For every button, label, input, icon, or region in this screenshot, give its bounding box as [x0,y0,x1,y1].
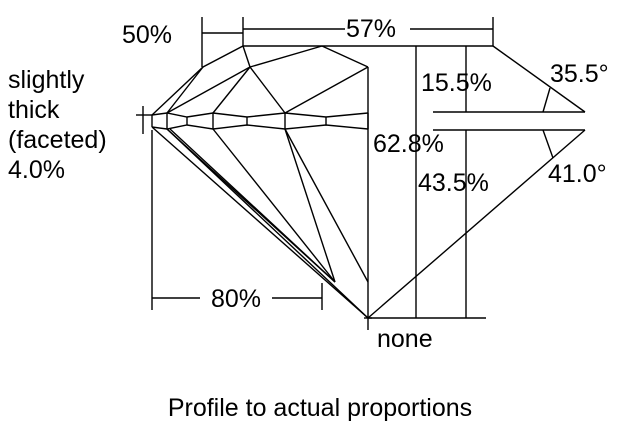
pavilion-facets [151,67,369,319]
girdle [151,112,369,130]
pavilion-angle-label: 41.0° [548,160,607,188]
girdle-label-3: (faceted) [8,126,107,154]
pavilion-angle-arc [542,129,554,159]
crown-angle-arc [542,87,551,113]
crown-height-label: 15.5% [421,69,492,97]
caption: Profile to actual proportions [168,394,472,422]
crown-width-label: 50% [122,21,172,49]
girdle-label-1: slightly [8,66,85,94]
total-depth-label: 62.8% [373,130,444,158]
lower-half-label: 80% [211,285,261,313]
right-outline [367,45,586,319]
crown-angle-label: 35.5° [550,60,609,88]
girdle-label-2: thick [8,96,60,124]
table-label: 57% [346,15,396,43]
dimension-lines [136,17,494,330]
crown-facets [151,45,493,116]
culet-label: none [377,325,433,353]
pavilion-depth-label: 43.5% [418,169,489,197]
girdle-percent-label: 4.0% [8,156,65,184]
